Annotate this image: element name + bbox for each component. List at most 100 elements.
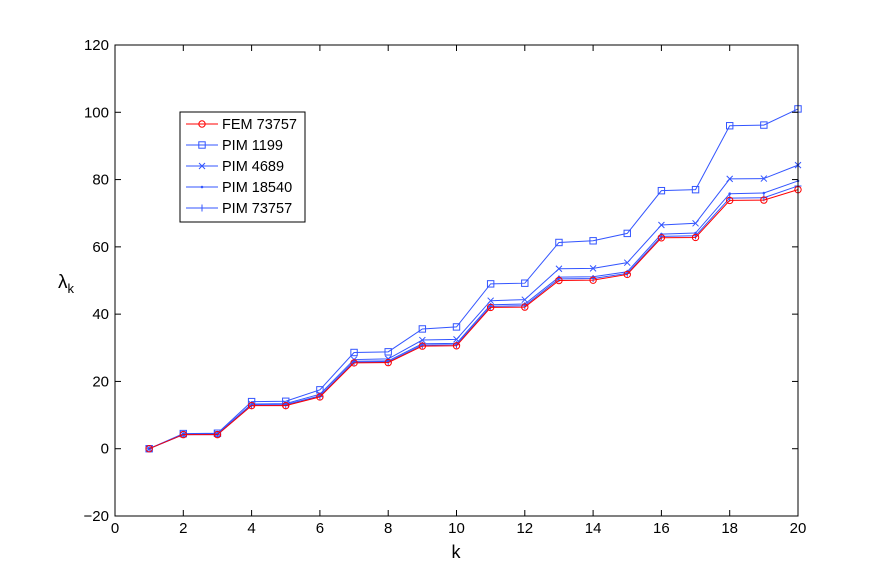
data-point	[726, 122, 734, 130]
data-point	[691, 185, 700, 194]
data-point	[589, 276, 597, 284]
data-point	[760, 175, 768, 182]
data-point	[453, 336, 460, 343]
x-tick-label: 18	[721, 520, 738, 537]
legend-entry: PIM 4689	[186, 159, 284, 175]
data-point	[350, 348, 358, 357]
data-point	[726, 196, 734, 205]
y-tick-label: −20	[84, 508, 109, 525]
legend-entry: PIM 73757	[186, 201, 292, 217]
legend-label: PIM 73757	[222, 201, 292, 217]
x-tick-label: 8	[384, 520, 392, 537]
series-line	[148, 189, 799, 450]
y-tick-label: 20	[92, 373, 109, 390]
x-tick-label: 10	[448, 520, 465, 537]
data-point	[555, 238, 563, 247]
data-point	[350, 359, 358, 367]
data-point	[145, 445, 153, 453]
y-tick-label: 80	[92, 172, 109, 189]
data-point	[728, 192, 731, 196]
legend-marker	[198, 120, 206, 128]
legend-label: PIM 4689	[222, 159, 284, 175]
data-point	[589, 237, 597, 245]
data-point	[452, 342, 461, 350]
data-point	[384, 355, 392, 363]
data-point	[694, 231, 697, 235]
data-point	[726, 175, 734, 183]
y-axis-label-main: λ	[58, 272, 68, 293]
data-point	[145, 445, 153, 453]
data-point	[213, 430, 222, 439]
legend-label: FEM 73757	[222, 117, 297, 133]
data-point	[316, 390, 324, 398]
data-point	[555, 276, 563, 285]
series-line	[148, 180, 799, 450]
data-point	[486, 303, 495, 312]
data-point	[247, 401, 256, 410]
data-point	[691, 233, 700, 242]
y-axis-label: λk	[58, 272, 75, 296]
data-point	[657, 234, 666, 242]
series-line	[148, 164, 799, 450]
legend-marker	[200, 185, 204, 189]
x-tick-label: 2	[179, 520, 187, 537]
data-point	[487, 297, 495, 305]
data-point	[762, 191, 766, 195]
data-point	[384, 358, 392, 367]
data-point	[623, 270, 631, 279]
series-layer	[145, 105, 802, 453]
data-point	[521, 279, 529, 287]
x-tick-label: 12	[516, 520, 533, 537]
data-point	[316, 393, 324, 401]
legend-marker	[198, 141, 206, 149]
data-point	[521, 303, 529, 311]
data-point	[452, 323, 461, 331]
data-point	[386, 359, 390, 363]
y-axis-label-subscript: k	[68, 281, 75, 296]
data-point	[555, 265, 563, 273]
x-tick-label: 4	[247, 520, 255, 537]
x-tick-label: 0	[111, 520, 119, 537]
legend-entry: PIM 1199	[186, 138, 283, 154]
data-point	[760, 196, 768, 204]
y-tick-label: 120	[84, 37, 109, 54]
y-tick-label: 60	[92, 239, 109, 256]
y-tick-label: 40	[92, 306, 109, 323]
data-point	[486, 280, 495, 288]
data-point	[623, 229, 631, 238]
data-point	[418, 325, 427, 333]
data-point	[589, 265, 597, 272]
legend-label: PIM 18540	[222, 180, 292, 196]
x-tick-label: 6	[316, 520, 324, 537]
data-point	[657, 186, 666, 195]
data-point	[692, 219, 699, 227]
x-tick-label: 14	[585, 520, 602, 537]
legend-marker	[198, 162, 206, 170]
data-point	[658, 221, 665, 229]
legend: FEM 73757 PIM 1199 PIM 4689 PIM 18540 PIM 73…	[179, 111, 306, 223]
y-tick-label: 0	[101, 441, 109, 458]
legend-entry: PIM 18540	[186, 180, 292, 196]
data-point	[247, 397, 256, 406]
data-point	[418, 336, 426, 344]
series-line	[148, 108, 799, 450]
legend-entry: FEM 73757	[186, 117, 297, 133]
legend-label: PIM 1199	[222, 138, 283, 154]
data-point	[384, 348, 392, 356]
data-point	[316, 386, 324, 394]
data-point	[623, 259, 631, 267]
data-point	[179, 430, 188, 439]
data-point	[521, 296, 529, 304]
y-tick-label: 100	[84, 104, 109, 121]
x-tick-label: 20	[790, 520, 807, 537]
x-tick-label: 16	[653, 520, 670, 537]
data-point	[282, 397, 290, 405]
data-point	[418, 342, 427, 350]
series-fem-73757	[145, 185, 802, 453]
x-axis-label: k	[452, 542, 462, 562]
legend-marker	[198, 204, 206, 212]
data-point	[760, 121, 768, 129]
